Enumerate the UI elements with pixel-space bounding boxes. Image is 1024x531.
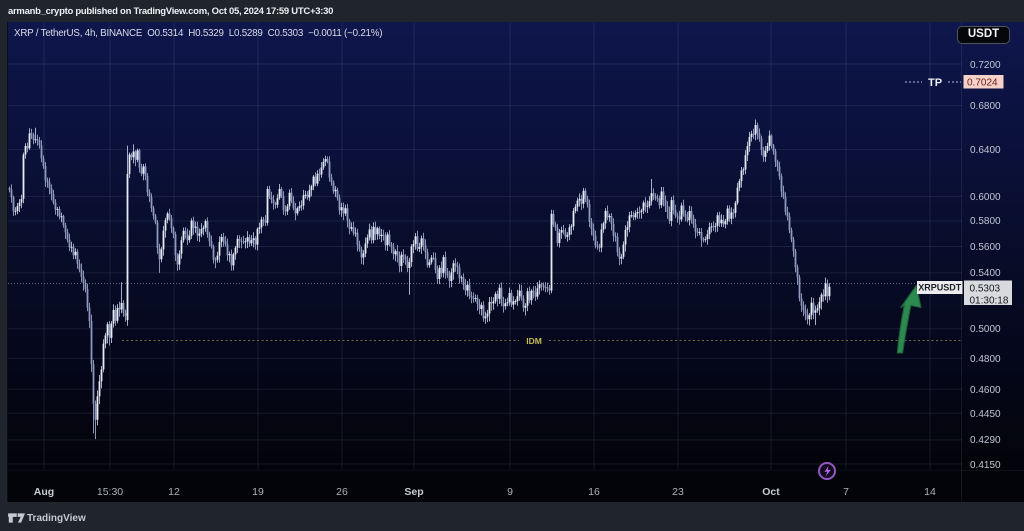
svg-text:0.4290: 0.4290 — [970, 435, 1001, 446]
svg-text:XRPUSDT: XRPUSDT — [918, 283, 962, 293]
svg-text:0.5800: 0.5800 — [970, 216, 1001, 227]
svg-text:9: 9 — [507, 486, 513, 498]
svg-text:0.6000: 0.6000 — [970, 192, 1001, 203]
svg-text:IDM: IDM — [526, 336, 542, 346]
svg-text:15:30: 15:30 — [97, 486, 123, 498]
svg-text:0.4800: 0.4800 — [970, 354, 1001, 365]
svg-text:0.4450: 0.4450 — [970, 409, 1001, 420]
svg-text:Oct: Oct — [762, 486, 780, 498]
svg-text:0.6800: 0.6800 — [970, 101, 1001, 112]
svg-text:Sep: Sep — [404, 486, 423, 498]
svg-text:26: 26 — [336, 486, 348, 498]
svg-text:7: 7 — [843, 486, 849, 498]
svg-text:0.7024: 0.7024 — [967, 78, 998, 89]
svg-text:0.6400: 0.6400 — [970, 145, 1001, 156]
svg-text:23: 23 — [672, 486, 684, 498]
svg-text:0.5400: 0.5400 — [970, 268, 1001, 279]
svg-text:0.7200: 0.7200 — [970, 60, 1001, 71]
svg-text:01:30:18: 01:30:18 — [970, 296, 1009, 307]
svg-text:14: 14 — [924, 486, 936, 498]
svg-text:0.5303: 0.5303 — [970, 284, 1001, 295]
svg-text:0.4600: 0.4600 — [970, 385, 1001, 396]
svg-text:0.5000: 0.5000 — [970, 324, 1001, 335]
svg-text:16: 16 — [588, 486, 600, 498]
svg-text:0.4150: 0.4150 — [970, 460, 1001, 471]
svg-text:TP: TP — [928, 77, 942, 89]
svg-text:12: 12 — [168, 486, 180, 498]
svg-text:0.5600: 0.5600 — [970, 242, 1001, 253]
svg-text:19: 19 — [252, 486, 264, 498]
svg-text:Aug: Aug — [34, 486, 54, 498]
